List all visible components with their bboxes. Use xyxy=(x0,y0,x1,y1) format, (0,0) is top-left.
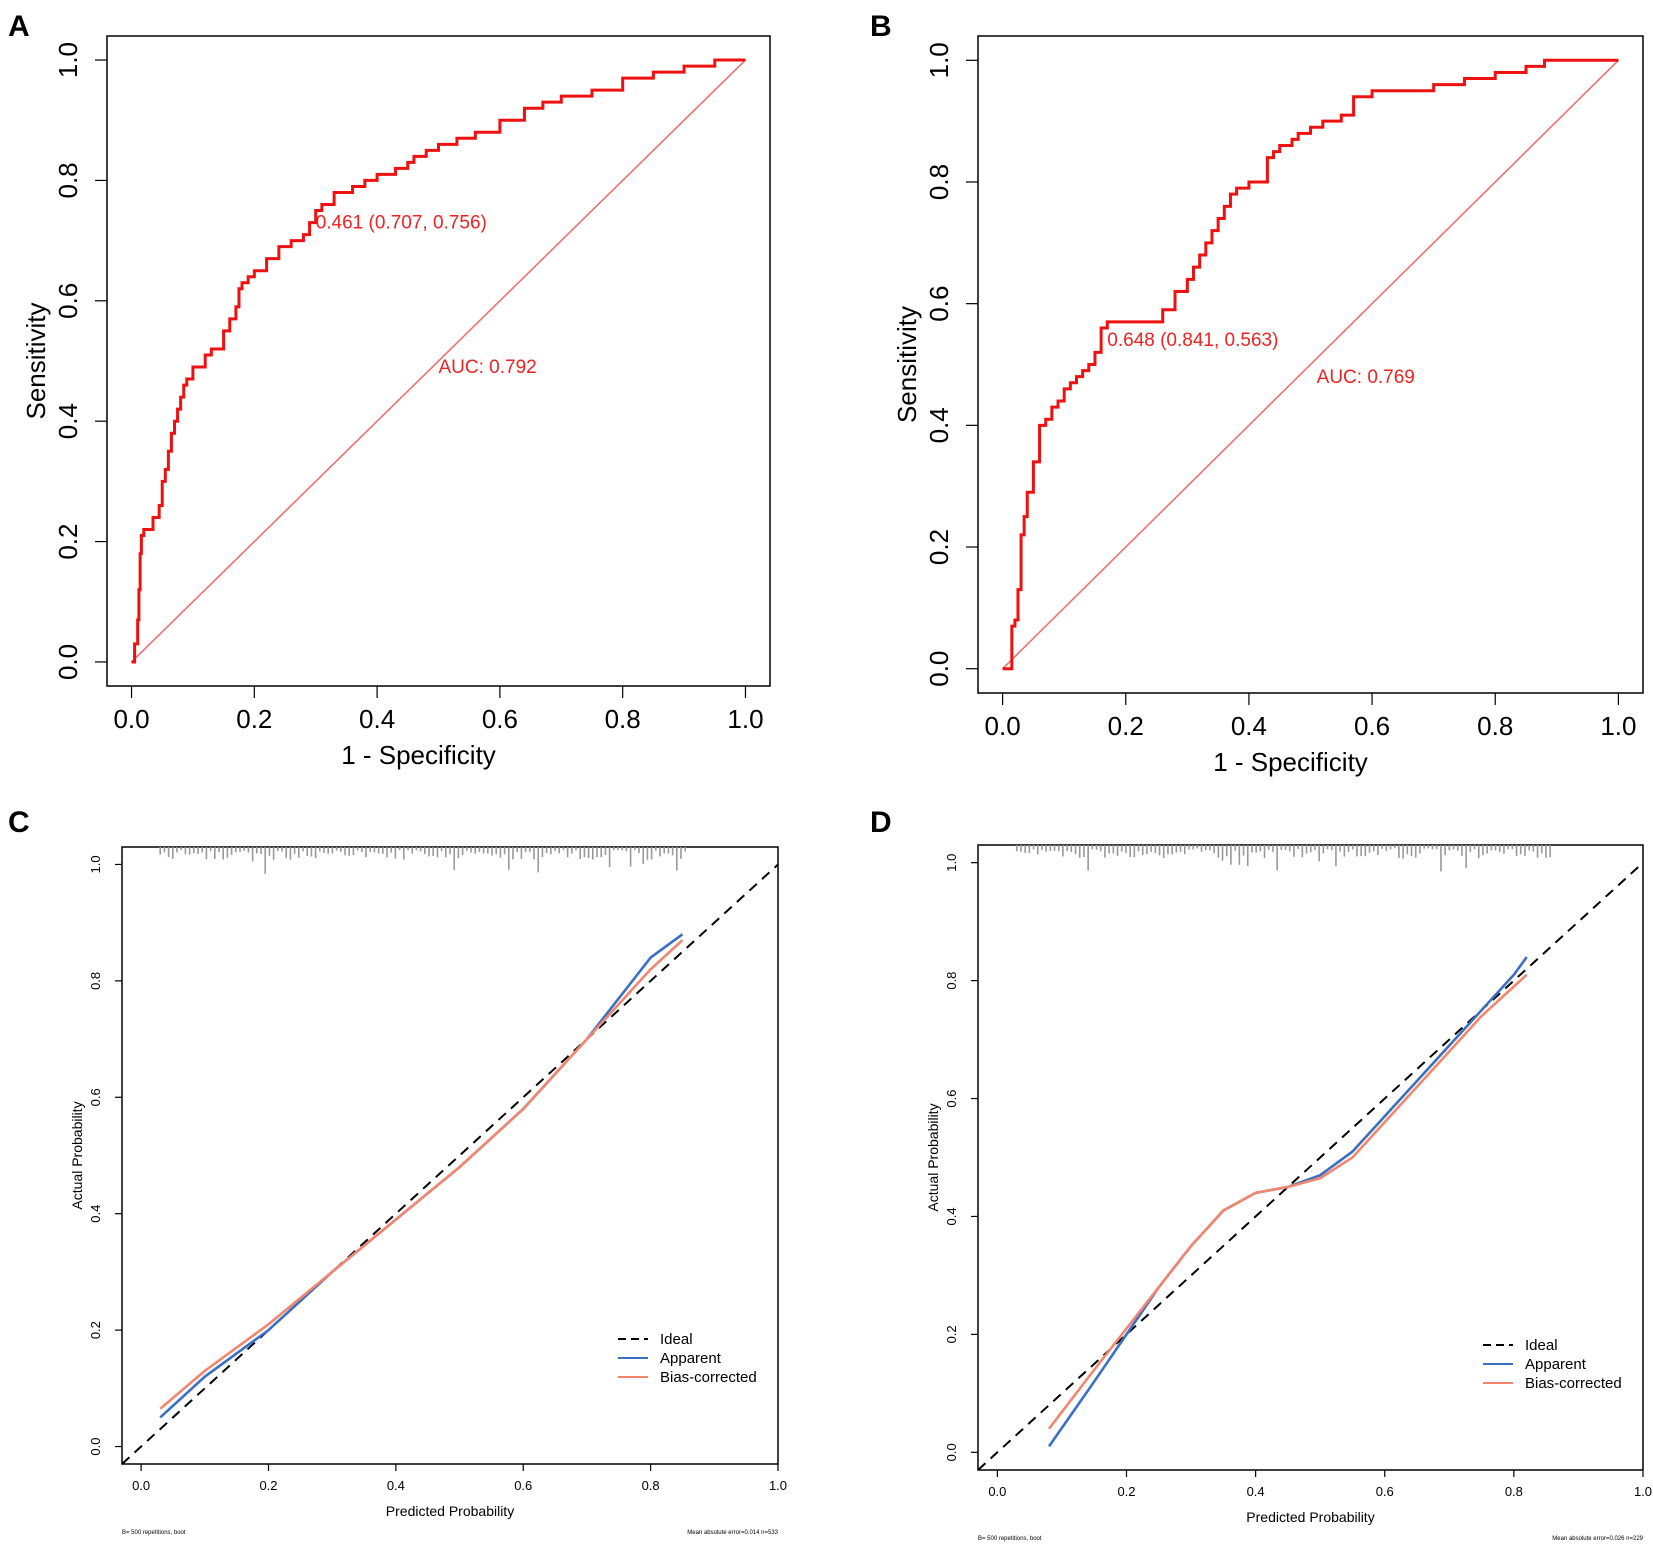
panel-label: A xyxy=(8,10,30,43)
plot-frame xyxy=(106,35,771,687)
panel-label: D xyxy=(870,806,892,839)
x-tick-label: 1.0 xyxy=(769,1478,787,1493)
y-axis-title: Actual Probability xyxy=(69,1101,85,1209)
y-tick-label: 0.2 xyxy=(53,523,83,559)
x-tick-label: 0.2 xyxy=(236,704,272,734)
auc-annotation: AUC: 0.792 xyxy=(439,357,537,378)
y-tick-label: 0.8 xyxy=(944,972,959,990)
y-tick-label: 1.0 xyxy=(924,42,954,78)
x-tick-label: 0.6 xyxy=(1354,711,1390,741)
footer-right: Mean absolute error=0.014 n=533 xyxy=(687,1530,778,1536)
cutoff-annotation: 0.648 (0.841, 0.563) xyxy=(1107,330,1278,351)
auc-annotation: AUC: 0.769 xyxy=(1317,367,1415,388)
x-tick-label: 0.6 xyxy=(1376,1484,1394,1499)
legend-label: Ideal xyxy=(660,1331,693,1348)
x-tick-label: 0.4 xyxy=(1247,1484,1265,1499)
y-tick-label: 0.6 xyxy=(944,1089,959,1107)
x-tick-label: 0.8 xyxy=(642,1478,660,1493)
x-tick-label: 1.0 xyxy=(1600,711,1636,741)
series-ideal xyxy=(121,863,779,1465)
plot-frame xyxy=(977,35,1644,694)
x-tick-label: 0.0 xyxy=(113,704,149,734)
y-tick-label: 0.4 xyxy=(53,403,83,439)
y-tick-label: 0.4 xyxy=(924,407,954,443)
y-tick-label: 1.0 xyxy=(53,42,83,78)
x-tick-label: 0.4 xyxy=(1231,711,1267,741)
legend-label: Bias-corrected xyxy=(1525,1375,1622,1392)
x-tick-label: 0.8 xyxy=(605,704,641,734)
y-tick-label: 0.6 xyxy=(924,286,954,322)
reference-diagonal xyxy=(1002,59,1619,670)
x-tick-label: 0.4 xyxy=(387,1478,405,1493)
y-tick-label: 0.0 xyxy=(944,1443,959,1461)
x-tick-label: 0.2 xyxy=(1117,1484,1135,1499)
footer-left: B= 500 repetitions, boot xyxy=(122,1530,186,1536)
chart-panel-c: C 0.0 0.2 0.4 0.6 0.8 1.0 0.0 0.2 0.4 0.6 0.8 1.0 Pre… xyxy=(8,806,787,1536)
series-apparent xyxy=(1047,956,1528,1448)
footer-left: B= 500 repetitions, boot xyxy=(978,1536,1042,1542)
x-tick-label: 0.0 xyxy=(985,711,1021,741)
x-axis-title: Predicted Probability xyxy=(386,1503,514,1519)
y-tick-label: 0.0 xyxy=(53,644,83,680)
y-tick-label: 1.0 xyxy=(88,855,103,873)
x-tick-label: 0.4 xyxy=(359,704,395,734)
legend-label: Apparent xyxy=(1525,1356,1587,1373)
chart-panel-d: D 0.0 0.2 0.4 0.6 0.8 1.0 0.0 0.2 0.4 0.6 0.8 1.0 Pre… xyxy=(870,806,1652,1542)
y-tick-label: 0.8 xyxy=(88,972,103,990)
y-axis-title: Sensitivity xyxy=(892,306,922,423)
footer-right: Mean absolute error=0.026 n=229 xyxy=(1552,1536,1643,1542)
x-tick-label: 0.6 xyxy=(482,704,518,734)
y-tick-label: 0.8 xyxy=(924,164,954,200)
y-tick-label: 0.6 xyxy=(88,1088,103,1106)
x-tick-label: 1.0 xyxy=(1634,1484,1652,1499)
panel-label: B xyxy=(870,10,892,43)
x-axis-title: 1 - Specificity xyxy=(341,740,496,770)
roc-curve xyxy=(131,58,746,664)
x-tick-label: 0.8 xyxy=(1505,1484,1523,1499)
y-tick-label: 0.8 xyxy=(53,162,83,198)
reference-diagonal xyxy=(130,59,747,663)
chart-panel-a: A 0.0 0.2 0.4 0.6 0.8 1.0 0.0 0.2 0.4 0.6 0.8 1.0 1 -… xyxy=(8,10,771,770)
chart-panel-b: B 0.0 0.2 0.4 0.6 0.8 1.0 0.0 0.2 0.4 0.6 0.8 1.0 1 -… xyxy=(870,10,1644,777)
x-tick-label: 0.0 xyxy=(988,1484,1006,1499)
y-tick-label: 0.4 xyxy=(944,1207,959,1225)
y-tick-label: 0.6 xyxy=(53,283,83,319)
series-bias-corrected xyxy=(159,939,684,1410)
y-tick-label: 0.2 xyxy=(924,529,954,565)
x-tick-label: 0.0 xyxy=(132,1478,150,1493)
x-axis-title: 1 - Specificity xyxy=(1213,747,1368,777)
x-tick-label: 0.2 xyxy=(1108,711,1144,741)
rug-marks xyxy=(159,847,687,874)
y-tick-label: 0.4 xyxy=(88,1205,103,1223)
legend-label: Bias-corrected xyxy=(660,1369,757,1386)
x-tick-label: 1.0 xyxy=(727,704,763,734)
y-tick-label: 0.2 xyxy=(944,1325,959,1343)
y-tick-label: 0.2 xyxy=(88,1321,103,1339)
cutoff-annotation: 0.461 (0.707, 0.756) xyxy=(316,213,487,234)
legend-label: Ideal xyxy=(1525,1337,1558,1354)
y-axis-title: Actual Probability xyxy=(925,1103,941,1211)
rug-marks xyxy=(1015,845,1551,872)
roc-curve xyxy=(1002,58,1619,671)
series-bias-corrected xyxy=(1047,973,1528,1430)
y-axis-title: Sensitivity xyxy=(21,302,51,419)
x-tick-label: 0.2 xyxy=(259,1478,277,1493)
y-tick-label: 0.0 xyxy=(88,1437,103,1455)
y-tick-label: 1.0 xyxy=(944,854,959,872)
x-tick-label: 0.8 xyxy=(1477,711,1513,741)
panel-label: C xyxy=(8,806,30,839)
x-tick-label: 0.6 xyxy=(514,1478,532,1493)
series-ideal xyxy=(977,861,1644,1471)
legend-label: Apparent xyxy=(660,1350,722,1367)
y-tick-label: 0.0 xyxy=(924,651,954,687)
x-axis-title: Predicted Probability xyxy=(1246,1509,1374,1525)
